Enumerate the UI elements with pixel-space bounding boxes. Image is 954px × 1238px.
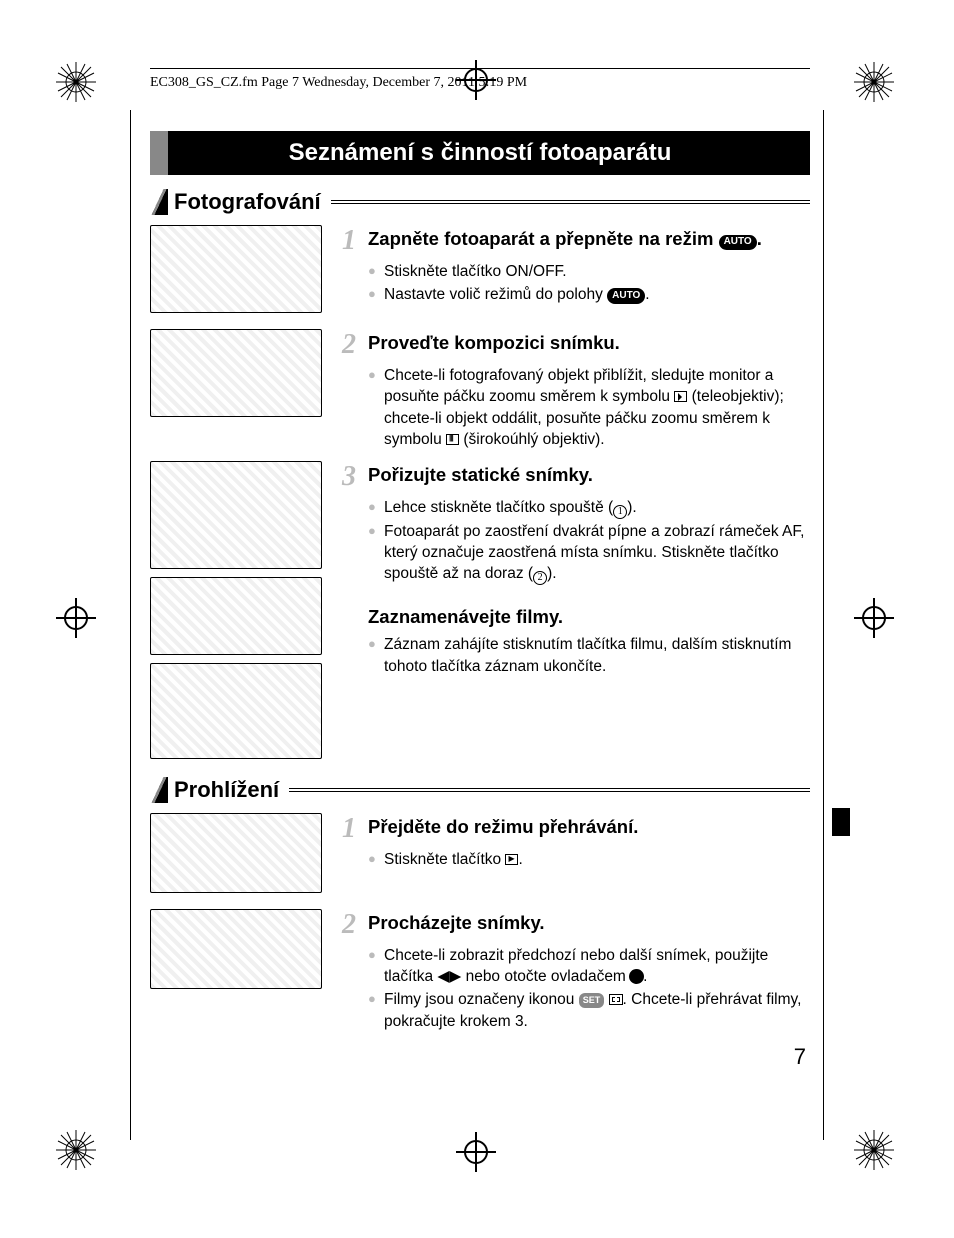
circled-1-icon: 1 <box>613 505 627 519</box>
illustration-playback <box>150 813 322 893</box>
step-title: Procházejte snímky. <box>368 911 545 934</box>
bullet-text: . <box>643 968 647 985</box>
illustration-zoom <box>150 329 322 417</box>
section-slash-icon <box>150 777 168 803</box>
wideangle-icon <box>446 434 459 445</box>
bullet-text: Záznam zahájíte stisknutím tlačítka film… <box>384 636 791 674</box>
step-number: 2 <box>342 331 368 359</box>
auto-mode-icon: AUTO <box>719 235 757 250</box>
step-title: Pořizujte statické snímky. <box>368 463 593 486</box>
reg-mark-mr <box>854 598 898 642</box>
illustration-movie-button <box>150 663 322 759</box>
reg-mark-br <box>854 1130 898 1174</box>
bullet: Chcete-li fotografovaný objekt přiblížit… <box>368 365 810 451</box>
bullet-text: ). <box>547 565 556 582</box>
auto-mode-icon: AUTO <box>607 288 645 304</box>
frame-left <box>130 110 131 1140</box>
step-number: 3 <box>342 463 368 491</box>
set-icon: SET <box>579 993 605 1007</box>
bullet: Chcete-li zobrazit předchozí nebo další … <box>368 945 810 988</box>
step-row: 3 Pořizujte statické snímky. Lehce stisk… <box>150 461 810 767</box>
step-row: 2 Procházejte snímky. Chcete-li zobrazit… <box>150 909 810 1035</box>
telephoto-icon <box>674 391 687 402</box>
bullet-text: Stiskněte tlačítko ON/OFF. <box>384 263 567 280</box>
thumb-col <box>150 225 322 321</box>
bullet: Stiskněte tlačítko ON/OFF. <box>368 261 810 282</box>
step-title: Proveďte kompozici snímku. <box>368 331 620 354</box>
step-title: Přejděte do režimu přehrávání. <box>368 815 638 838</box>
illustration-shutter <box>150 461 322 569</box>
reg-mark-tr <box>854 62 898 106</box>
step-number: 2 <box>342 911 368 939</box>
bullet: Lehce stiskněte tlačítko spouště (1). <box>368 497 810 519</box>
circled-2-icon: 2 <box>533 571 547 585</box>
section-rule <box>289 788 810 792</box>
bullet-text: nebo otočte ovladačem <box>461 968 630 985</box>
page-number: 7 <box>794 1044 806 1070</box>
section-slash-icon <box>150 189 168 215</box>
section-label: Prohlížení <box>174 777 279 803</box>
control-dial-icon <box>630 970 643 983</box>
side-tab <box>832 808 850 836</box>
header-text: EC308_GS_CZ.fm Page 7 Wednesday, Decembe… <box>150 75 810 91</box>
bullet-text: ). <box>627 499 636 516</box>
section-label: Fotografování <box>174 189 321 215</box>
step-row: 1 Zapněte fotoaparát a přepněte na režim… <box>150 225 810 321</box>
reg-mark-ml <box>56 598 100 642</box>
section-heading-shoot: Fotografování <box>150 189 810 215</box>
reg-mark-bc <box>456 1132 500 1176</box>
step-number: 1 <box>342 815 368 843</box>
bullet: Stiskněte tlačítko . <box>368 849 810 870</box>
step-title-text: Zapněte fotoaparát a přepněte na režim <box>368 228 719 249</box>
playback-icon <box>505 854 518 865</box>
step-title: Zaznamenávejte filmy. <box>368 605 563 628</box>
step-row: 1 Přejděte do režimu přehrávání. Stiskně… <box>150 813 810 901</box>
bullet: Fotoaparát po zaostření dvakrát pípne a … <box>368 521 810 586</box>
bullet: Záznam zahájíte stisknutím tlačítka film… <box>368 634 810 677</box>
section-rule <box>331 200 810 204</box>
illustration-dial <box>150 909 322 989</box>
bullet-text: Filmy jsou označeny ikonou <box>384 991 579 1008</box>
page-content: EC308_GS_CZ.fm Page 7 Wednesday, Decembe… <box>150 68 810 1042</box>
bullet: Nastavte volič režimů do polohy AUTO. <box>368 284 810 305</box>
reg-mark-bl <box>56 1130 100 1174</box>
step-title-text: . <box>757 228 762 249</box>
illustration-mode-dial <box>150 225 322 313</box>
section-heading-view: Prohlížení <box>150 777 810 803</box>
bullet-text: Nastavte volič režimů do polohy <box>384 286 607 303</box>
left-right-icon: ◀▶ <box>437 968 461 985</box>
reg-mark-tl <box>56 62 100 106</box>
frame-right <box>823 110 824 1140</box>
bullet-text: Lehce stiskněte tlačítko spouště ( <box>384 499 613 516</box>
bullet-text: (širokoúhlý objektiv). <box>459 431 605 448</box>
step-title: Zapněte fotoaparát a přepněte na režim A… <box>368 227 762 250</box>
illustration-shutter-press <box>150 577 322 655</box>
page-title: Seznámení s činností fotoaparátu <box>150 131 810 175</box>
step-row: 2 Proveďte kompozici snímku. Chcete-li f… <box>150 329 810 453</box>
bullet-text: . <box>518 851 522 868</box>
header-rule <box>150 68 810 69</box>
bullet-text: . <box>645 286 649 303</box>
bullet: Filmy jsou označeny ikonou SET . Chcete-… <box>368 989 810 1032</box>
movie-icon <box>609 994 623 1005</box>
bullet-text: Stiskněte tlačítko <box>384 851 505 868</box>
bullet-text: Fotoaparát po zaostření dvakrát pípne a … <box>384 523 804 583</box>
step-number: 1 <box>342 227 368 255</box>
